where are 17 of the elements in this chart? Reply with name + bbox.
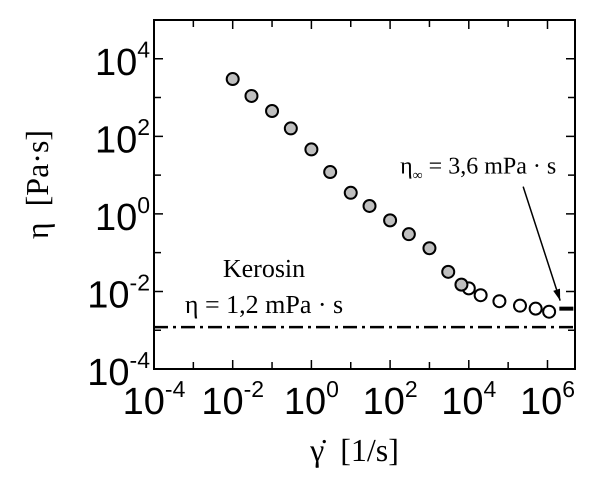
point bbox=[422, 241, 436, 256]
y-axis-title: η [Pa·s] bbox=[19, 130, 55, 240]
point bbox=[344, 186, 358, 200]
point bbox=[284, 121, 298, 136]
annotation: η∞ = 3,6 mPa · s bbox=[400, 154, 556, 184]
x-axis-title: γ̇ [1/s] bbox=[309, 432, 399, 468]
point bbox=[383, 213, 398, 228]
point bbox=[304, 142, 318, 156]
point bbox=[323, 165, 338, 180]
point bbox=[402, 227, 416, 242]
annotation: Kerosin bbox=[222, 254, 306, 284]
point bbox=[265, 104, 280, 118]
point bbox=[226, 72, 240, 86]
point bbox=[441, 264, 456, 279]
point bbox=[244, 88, 258, 103]
point bbox=[362, 198, 377, 213]
legend-label: η = 1,2 mPa · s bbox=[184, 290, 344, 320]
